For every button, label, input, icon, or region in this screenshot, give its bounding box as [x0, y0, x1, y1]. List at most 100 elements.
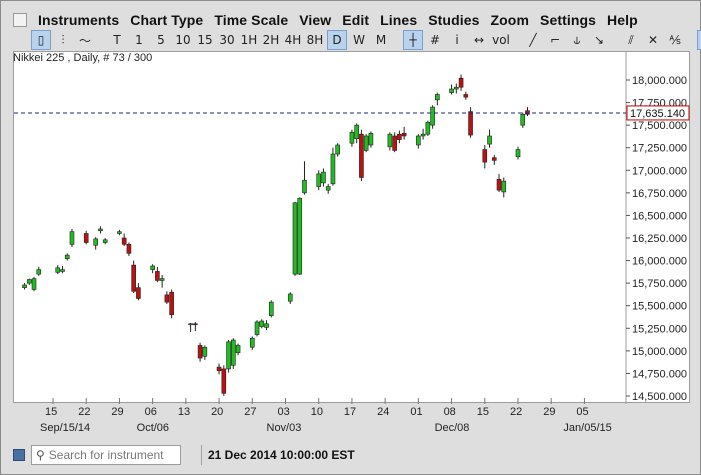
- 15-min-button[interactable]: 15: [197, 33, 213, 47]
- x-tick-label: 13: [177, 406, 191, 418]
- candle-up: [69, 231, 75, 245]
- menubar: Instruments Chart Type Time Scale View Edit L…: [1, 7, 700, 33]
- candle-down: [155, 271, 160, 281]
- info-button[interactable]: i: [455, 33, 459, 47]
- candle-down: [496, 179, 502, 191]
- candle-up: [26, 279, 32, 284]
- candle-up: [316, 173, 322, 187]
- y-tick-label: 17,000.000: [632, 165, 687, 177]
- candle-down: [216, 366, 222, 372]
- candle-up: [188, 323, 193, 326]
- menu-edit[interactable]: Edit: [342, 12, 370, 28]
- x-tick-label: 22: [78, 406, 91, 418]
- x-tick-label: 20: [211, 406, 224, 418]
- status-bar: ⚲ Search for instrument 21 Dec 2014 10:0…: [1, 442, 700, 468]
- candle-up: [287, 293, 293, 302]
- 5-min-button[interactable]: 5: [157, 33, 165, 47]
- candle-up: [430, 106, 435, 126]
- candle-up: [235, 345, 241, 353]
- y-tick-label: 16,750.000: [632, 188, 687, 200]
- candle-up: [60, 269, 65, 272]
- candle-down: [458, 77, 464, 88]
- x-tick-label: 05: [576, 406, 589, 418]
- x-month-label: Dec/08: [434, 422, 470, 434]
- menu-settings[interactable]: Settings: [540, 12, 597, 28]
- candle-up: [302, 179, 307, 194]
- candle-up: [93, 238, 99, 246]
- crosshair-button[interactable]: ┼: [403, 30, 423, 50]
- weekly-button[interactable]: W: [353, 33, 365, 47]
- menu-studies[interactable]: Studies: [428, 12, 480, 28]
- menu-zoom[interactable]: Zoom: [490, 12, 529, 28]
- arrow-tool-button[interactable]: ↘: [593, 33, 605, 47]
- bars-type-button[interactable]: ⫶: [61, 32, 65, 47]
- 1-min-button[interactable]: 1: [135, 33, 143, 47]
- candle-up: [292, 202, 298, 275]
- 30-min-button[interactable]: 30: [219, 33, 235, 47]
- candle-up: [55, 267, 61, 273]
- candle-up: [420, 133, 426, 137]
- 4h-button[interactable]: 4H: [284, 33, 302, 47]
- ray-tool-button[interactable]: ⌐: [549, 33, 561, 47]
- y-tick-label: 15,250.000: [632, 323, 687, 335]
- candle-down: [401, 132, 407, 137]
- hide-lines-button[interactable]: ⫽: [628, 32, 634, 47]
- y-tick-label: 15,000.000: [632, 346, 687, 358]
- 1h-button[interactable]: 1H: [240, 33, 258, 47]
- candle-down: [126, 244, 132, 254]
- candle-up: [354, 124, 359, 139]
- candle-down: [463, 94, 469, 98]
- candle-up: [416, 135, 421, 146]
- channel-tool-button[interactable]: ⫝: [573, 32, 581, 47]
- candle-up: [520, 114, 526, 126]
- menu-chart-type[interactable]: Chart Type: [130, 12, 204, 28]
- menu-view[interactable]: View: [299, 12, 332, 28]
- 2h-button[interactable]: 2H: [262, 33, 280, 47]
- app-menu-icon[interactable]: [13, 13, 27, 27]
- monthly-button[interactable]: M: [375, 33, 387, 47]
- chart-panel[interactable]: 14,500.000 14,750.000 15,000.000 15,250.000…: [13, 51, 691, 404]
- line-type-button[interactable]: 〜: [78, 33, 91, 48]
- candle-up: [264, 323, 269, 328]
- candle-down: [131, 264, 136, 292]
- candle-up: [98, 228, 103, 232]
- candles-type-button[interactable]: ▯: [31, 30, 51, 50]
- candle-up: [325, 186, 331, 191]
- candle-up: [202, 346, 208, 357]
- menu-instruments[interactable]: Instruments: [38, 12, 120, 28]
- candle-up: [31, 278, 37, 290]
- tick-scale-button[interactable]: T: [113, 33, 121, 47]
- x-tick-label: 27: [244, 406, 257, 418]
- candle-down: [359, 133, 364, 178]
- pin-button[interactable]: ⊡: [697, 30, 701, 50]
- y-tick-label: 15,500.000: [632, 301, 687, 313]
- scroll-button[interactable]: ↔: [473, 33, 485, 47]
- 10-min-button[interactable]: 10: [175, 33, 191, 47]
- candle-up: [36, 269, 42, 275]
- delete-line-button[interactable]: ✕: [647, 33, 659, 47]
- candle-up: [231, 339, 236, 366]
- candle-down: [121, 237, 127, 245]
- volume-button[interactable]: vol: [492, 33, 510, 47]
- candle-down: [397, 133, 402, 140]
- menu-time-scale[interactable]: Time Scale: [214, 12, 289, 28]
- window-icon[interactable]: [13, 449, 25, 461]
- 8h-button[interactable]: 8H: [306, 33, 324, 47]
- candle-down: [482, 149, 488, 163]
- candle-down: [491, 157, 497, 161]
- current-price-label: 17,635.140: [630, 108, 685, 120]
- candle-up: [335, 144, 340, 155]
- menu-help[interactable]: Help: [607, 12, 638, 28]
- line-tool-button[interactable]: ╱: [529, 33, 537, 47]
- menu-lines[interactable]: Lines: [380, 12, 418, 28]
- y-tick-label: 14,500.000: [632, 391, 687, 403]
- instrument-search-input[interactable]: ⚲ Search for instrument: [31, 445, 181, 465]
- daily-button[interactable]: D: [327, 30, 347, 50]
- chart-canvas[interactable]: 14,500.000 14,750.000 15,000.000 15,250.000…: [14, 52, 691, 404]
- x-tick-label: 22: [510, 406, 523, 418]
- candle-up: [268, 301, 274, 316]
- grid-button[interactable]: #: [429, 33, 441, 47]
- delete-all-button[interactable]: ⅍: [669, 33, 681, 47]
- x-month-label: Jan/05/15: [563, 422, 612, 434]
